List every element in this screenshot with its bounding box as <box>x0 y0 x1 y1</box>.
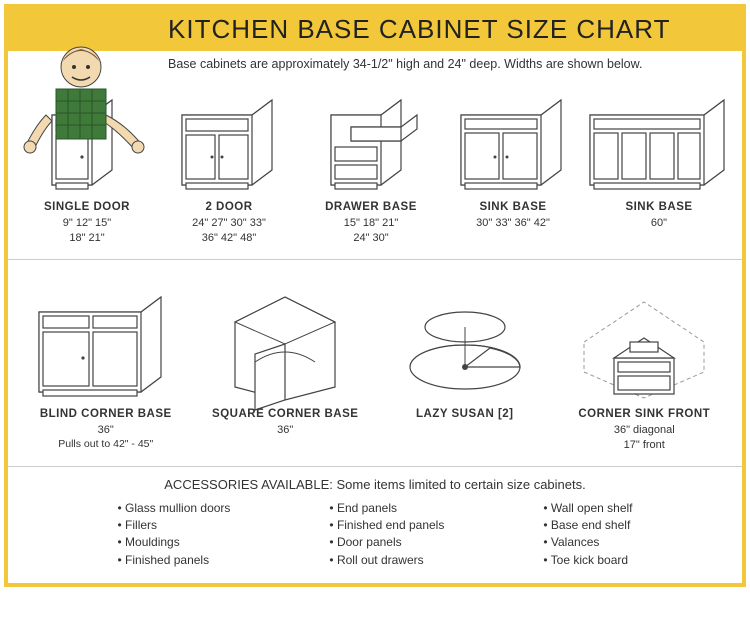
accessory-item: Wall open shelf <box>543 500 632 517</box>
accessories-section: ACCESSORIES AVAILABLE: Some items limite… <box>8 466 742 584</box>
cabinet-label: SINGLE DOOR <box>16 201 158 213</box>
cabinet-label: 2 DOOR <box>158 201 300 213</box>
cabinet-label: BLIND CORNER BASE <box>16 408 196 420</box>
cabinet-sink-base: SINK BASE 30" 33" 36" 42" <box>442 85 584 247</box>
cabinet-sizes: 15" 18" 21" 24" 30" <box>300 216 442 247</box>
cabinet-label: CORNER SINK FRONT <box>555 408 735 420</box>
cabinet-label: LAZY SUSAN [2] <box>375 408 555 420</box>
cabinet-sizes: 9" 12" 15" 18" 21" <box>16 216 158 247</box>
accessories-col-2: End panels Finished end panels Door pane… <box>329 500 444 570</box>
accessories-title: ACCESSORIES AVAILABLE: Some items limite… <box>28 477 722 492</box>
cabinet-note: Pulls out to 42" - 45" <box>16 438 196 450</box>
accessory-item: Door panels <box>329 534 444 551</box>
accessory-item: Mouldings <box>117 534 230 551</box>
cabinet-sizes: 30" 33" 36" 42" <box>442 216 584 231</box>
cabinet-drawer-base: DRAWER BASE 15" 18" 21" 24" 30" <box>300 85 442 247</box>
accessory-item: Glass mullion doors <box>117 500 230 517</box>
cabinet-label: SINK BASE <box>442 201 584 213</box>
accessories-col-3: Wall open shelf Base end shelf Valances … <box>543 500 632 570</box>
chart-frame: KITCHEN BASE CABINET SIZE CHART Base cab… <box>4 4 746 587</box>
accessory-item: Toe kick board <box>543 552 632 569</box>
accessories-col-1: Glass mullion doors Fillers Mouldings Fi… <box>117 500 230 570</box>
chart-title: KITCHEN BASE CABINET SIZE CHART <box>168 14 670 44</box>
cabinet-sizes: 36" <box>16 423 196 438</box>
cabinet-two-door: 2 DOOR 24" 27" 30" 33" 36" 42" 48" <box>158 85 300 247</box>
cabinet-sizes: 36" <box>196 423 376 438</box>
accessory-item: Base end shelf <box>543 517 632 534</box>
cabinet-row-2: BLIND CORNER BASE 36" Pulls out to 42" -… <box>8 259 742 466</box>
accessory-item: Finished end panels <box>329 517 444 534</box>
cabinet-sizes: 60" <box>584 216 734 231</box>
cabinet-sink-base-60: SINK BASE 60" <box>584 85 734 247</box>
corner-sink-front: CORNER SINK FRONT 36" diagonal 17" front <box>555 272 735 454</box>
cabinet-label: SQUARE CORNER BASE <box>196 408 376 420</box>
accessory-item: End panels <box>329 500 444 517</box>
cabinet-square-corner: SQUARE CORNER BASE 36" <box>196 272 376 454</box>
cabinet-row-1: SINGLE DOOR 9" 12" 15" 18" 21" <box>8 81 742 259</box>
accessory-item: Fillers <box>117 517 230 534</box>
accessory-item: Valances <box>543 534 632 551</box>
mascot-illustration <box>16 25 156 195</box>
accessory-item: Roll out drawers <box>329 552 444 569</box>
accessory-item: Finished panels <box>117 552 230 569</box>
cabinet-sizes: 36" diagonal 17" front <box>555 423 735 454</box>
lazy-susan: LAZY SUSAN [2] <box>375 272 555 454</box>
cabinet-label: SINK BASE <box>584 201 734 213</box>
cabinet-label: DRAWER BASE <box>300 201 442 213</box>
cabinet-blind-corner: BLIND CORNER BASE 36" Pulls out to 42" -… <box>16 272 196 454</box>
cabinet-sizes: 24" 27" 30" 33" 36" 42" 48" <box>158 216 300 247</box>
